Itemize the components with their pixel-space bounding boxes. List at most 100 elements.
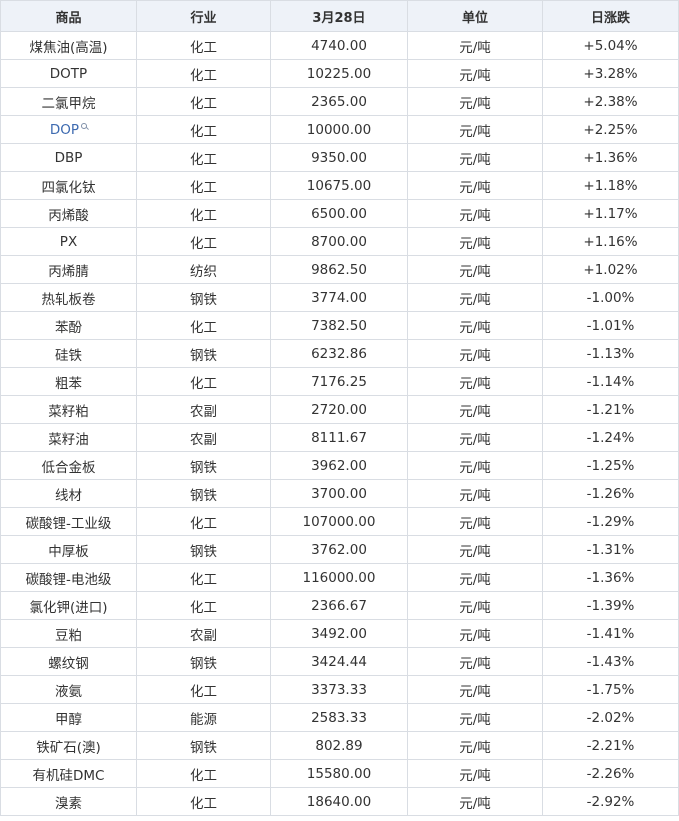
- commodity-name: 硅铁: [55, 347, 82, 364]
- commodity-name: 低合金板: [41, 459, 96, 476]
- unit-cell: 元/吨: [407, 31, 543, 60]
- change-cell: -1.43%: [542, 647, 679, 676]
- commodity-name-cell: DOTP: [0, 59, 137, 88]
- change-cell: -1.25%: [542, 451, 679, 480]
- industry-cell: 钢铁: [136, 535, 271, 564]
- industry-cell: 化工: [136, 87, 271, 116]
- commodity-name-cell: 丙烯酸: [0, 199, 137, 228]
- table-row: 豆粕 农副 3492.00 元/吨 -1.41%: [0, 619, 679, 648]
- table-row: 碳酸锂-电池级 化工 116000.00 元/吨 -1.36%: [0, 563, 679, 592]
- table-row: 热轧板卷 钢铁 3774.00 元/吨 -1.00%: [0, 283, 679, 312]
- unit-cell: 元/吨: [407, 339, 543, 368]
- unit-cell: 元/吨: [407, 395, 543, 424]
- commodity-name-cell: 硅铁: [0, 339, 137, 368]
- commodity-name-cell: 液氨: [0, 675, 137, 704]
- industry-cell: 纺织: [136, 255, 271, 284]
- commodity-name: 菜籽油: [48, 431, 89, 448]
- commodity-name: 菜籽粕: [48, 403, 89, 420]
- price-cell: 3700.00: [270, 479, 408, 508]
- commodity-name-cell: 菜籽粕: [0, 395, 137, 424]
- change-cell: -2.02%: [542, 703, 679, 732]
- commodity-name: 铁矿石(澳): [36, 739, 101, 756]
- commodity-name-cell: 低合金板: [0, 451, 137, 480]
- industry-cell: 钢铁: [136, 731, 271, 760]
- industry-cell: 钢铁: [136, 283, 271, 312]
- change-cell: +5.04%: [542, 31, 679, 60]
- commodity-name-cell: 菜籽油: [0, 423, 137, 452]
- table-row: 苯酚 化工 7382.50 元/吨 -1.01%: [0, 311, 679, 340]
- industry-cell: 农副: [136, 619, 271, 648]
- table-row: 丙烯酸 化工 6500.00 元/吨 +1.17%: [0, 199, 679, 228]
- change-cell: +1.16%: [542, 227, 679, 256]
- table-row: 煤焦油(高温) 化工 4740.00 元/吨 +5.04%: [0, 31, 679, 60]
- table-row: 菜籽油 农副 8111.67 元/吨 -1.24%: [0, 423, 679, 452]
- unit-cell: 元/吨: [407, 591, 543, 620]
- header-price: 3月28日: [270, 0, 408, 32]
- industry-cell: 化工: [136, 227, 271, 256]
- price-cell: 3774.00: [270, 283, 408, 312]
- commodity-name: 有机硅DMC: [32, 767, 105, 784]
- commodity-name-cell: 丙烯腈: [0, 255, 137, 284]
- commodity-name-cell: 二氯甲烷: [0, 87, 137, 116]
- industry-cell: 钢铁: [136, 339, 271, 368]
- commodity-name: 热轧板卷: [41, 291, 96, 308]
- change-cell: +1.02%: [542, 255, 679, 284]
- industry-cell: 化工: [136, 787, 271, 816]
- table-row: 线材 钢铁 3700.00 元/吨 -1.26%: [0, 479, 679, 508]
- commodity-name: 丙烯腈: [48, 263, 89, 280]
- price-cell: 802.89: [270, 731, 408, 760]
- industry-cell: 化工: [136, 59, 271, 88]
- commodity-name-cell: 碳酸锂-工业级: [0, 507, 137, 536]
- price-cell: 18640.00: [270, 787, 408, 816]
- commodity-name-cell[interactable]: DOP: [0, 115, 137, 144]
- change-cell: -2.26%: [542, 759, 679, 788]
- change-cell: -1.31%: [542, 535, 679, 564]
- unit-cell: 元/吨: [407, 367, 543, 396]
- price-cell: 6232.86: [270, 339, 408, 368]
- unit-cell: 元/吨: [407, 143, 543, 172]
- commodity-name: 中厚板: [48, 543, 89, 560]
- industry-cell: 化工: [136, 31, 271, 60]
- unit-cell: 元/吨: [407, 479, 543, 508]
- price-cell: 116000.00: [270, 563, 408, 592]
- price-cell: 2365.00: [270, 87, 408, 116]
- commodity-name-cell: 热轧板卷: [0, 283, 137, 312]
- commodity-name: 碳酸锂-电池级: [25, 571, 112, 588]
- commodity-name: 豆粕: [55, 627, 82, 644]
- price-cell: 8700.00: [270, 227, 408, 256]
- unit-cell: 元/吨: [407, 59, 543, 88]
- change-cell: -1.26%: [542, 479, 679, 508]
- price-cell: 9350.00: [270, 143, 408, 172]
- industry-cell: 化工: [136, 563, 271, 592]
- unit-cell: 元/吨: [407, 759, 543, 788]
- commodity-name-cell: 甲醇: [0, 703, 137, 732]
- commodity-name: 液氨: [55, 683, 82, 700]
- industry-cell: 化工: [136, 367, 271, 396]
- commodity-name-link[interactable]: DOP: [49, 121, 80, 138]
- price-cell: 107000.00: [270, 507, 408, 536]
- search-icon[interactable]: [81, 122, 88, 129]
- unit-cell: 元/吨: [407, 787, 543, 816]
- commodity-name: 四氯化钛: [41, 179, 96, 196]
- price-cell: 4740.00: [270, 31, 408, 60]
- change-cell: -1.14%: [542, 367, 679, 396]
- change-cell: -2.92%: [542, 787, 679, 816]
- commodity-name-cell: 螺纹钢: [0, 647, 137, 676]
- unit-cell: 元/吨: [407, 199, 543, 228]
- header-industry: 行业: [136, 0, 271, 32]
- commodity-name: DBP: [54, 149, 83, 166]
- commodity-name: 氯化钾(进口): [29, 599, 108, 616]
- table-row: PX 化工 8700.00 元/吨 +1.16%: [0, 227, 679, 256]
- unit-cell: 元/吨: [407, 619, 543, 648]
- price-cell: 7176.25: [270, 367, 408, 396]
- table-header: 商品 行业 3月28日 单位 日涨跌: [0, 0, 679, 32]
- price-cell: 3492.00: [270, 619, 408, 648]
- unit-cell: 元/吨: [407, 731, 543, 760]
- table-row: 螺纹钢 钢铁 3424.44 元/吨 -1.43%: [0, 647, 679, 676]
- price-cell: 7382.50: [270, 311, 408, 340]
- commodity-name: 粗苯: [55, 375, 82, 392]
- commodity-name-cell: 溴素: [0, 787, 137, 816]
- table-body: 煤焦油(高温) 化工 4740.00 元/吨 +5.04% DOTP 化工 10225.00 元…: [0, 31, 679, 816]
- header-name: 商品: [0, 0, 137, 32]
- commodity-name: 苯酚: [55, 319, 82, 336]
